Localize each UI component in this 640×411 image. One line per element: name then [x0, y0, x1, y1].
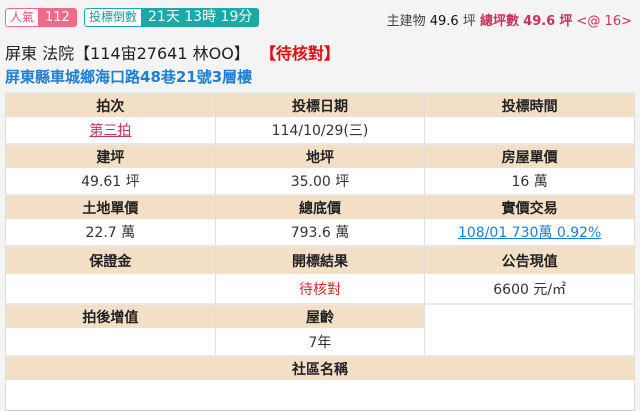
header-building-area: 建坪 — [5, 143, 216, 168]
header-community-name: 社區名稱 — [5, 355, 635, 380]
header-post-auction-increment: 拍後增值 — [5, 303, 216, 328]
empty-cell — [424, 303, 635, 356]
property-info-table: 拍次 投標日期 投標時間 第三拍 114/10/29(三) 建坪 地坪 房屋單價 49.6… — [5, 92, 635, 411]
header-land-area: 地坪 — [214, 143, 426, 168]
total-area-value: 49.6 — [523, 14, 556, 29]
reserve-price: 793.6 萬 — [214, 219, 426, 246]
address: 屏東縣車城鄉海口路48巷21號3層樓 — [5, 68, 253, 86]
deposit — [5, 274, 216, 304]
case-title: 屏東 法院【114宙27641 林OO】 【待核對】 — [5, 40, 340, 64]
post-auction-increment — [5, 328, 216, 356]
bid-result: 待核對 — [214, 274, 426, 304]
popularity-label: 人氣 — [5, 8, 39, 27]
header-auction-round: 拍次 — [5, 92, 216, 117]
actual-transaction-link[interactable]: 108/01 730萬 0.92% — [457, 225, 602, 241]
bid-time — [424, 117, 635, 144]
building-area: 49.61 坪 — [5, 168, 216, 195]
auction-round-link[interactable]: 第三拍 — [89, 123, 132, 139]
main-building-unit: 坪 — [462, 14, 476, 29]
total-area-label: 總坪數 — [480, 14, 520, 29]
header-land-unit-price: 土地單價 — [5, 194, 216, 219]
total-area-unit: 坪 — [559, 14, 573, 29]
announced-value: 6600 元/㎡ — [424, 274, 635, 304]
header-bid-result: 開標結果 — [214, 245, 426, 274]
case-status: 【待核對】 — [267, 44, 340, 63]
community-name — [5, 380, 635, 410]
header-bid-time: 投標時間 — [424, 92, 635, 117]
popularity-badge: 人氣 112 — [5, 8, 77, 27]
bid-date: 114/10/29(三) — [214, 117, 426, 144]
header-bid-date: 投標日期 — [214, 92, 426, 117]
house-unit-price: 16 萬 — [424, 168, 635, 195]
land-area: 35.00 坪 — [214, 168, 426, 195]
header-building-age: 屋齡 — [214, 303, 426, 328]
header-announced-value: 公告現值 — [424, 245, 635, 274]
main-building-value: 49.6 — [429, 14, 459, 29]
land-unit-price: 22.7 萬 — [5, 219, 216, 246]
case-title-text: 屏東 法院【114宙27641 林OO】 — [5, 44, 250, 63]
countdown-badge: 投標倒數 21天 13時 19分 — [84, 8, 260, 27]
unit-price-tag: <@ 16> — [576, 14, 632, 29]
header-house-unit-price: 房屋單價 — [424, 143, 635, 168]
popularity-value: 112 — [38, 8, 77, 27]
area-summary: 主建物 49.6 坪 總坪數 49.6 坪 <@ 16> — [387, 10, 632, 29]
building-age: 7年 — [214, 328, 426, 356]
header-reserve-price: 總底價 — [214, 194, 426, 219]
main-building-label: 主建物 — [386, 14, 426, 29]
header-actual-transaction: 實價交易 — [424, 194, 635, 219]
header-deposit: 保證金 — [5, 245, 216, 274]
countdown-label: 投標倒數 — [84, 8, 142, 27]
countdown-value: 21天 13時 19分 — [141, 8, 260, 27]
